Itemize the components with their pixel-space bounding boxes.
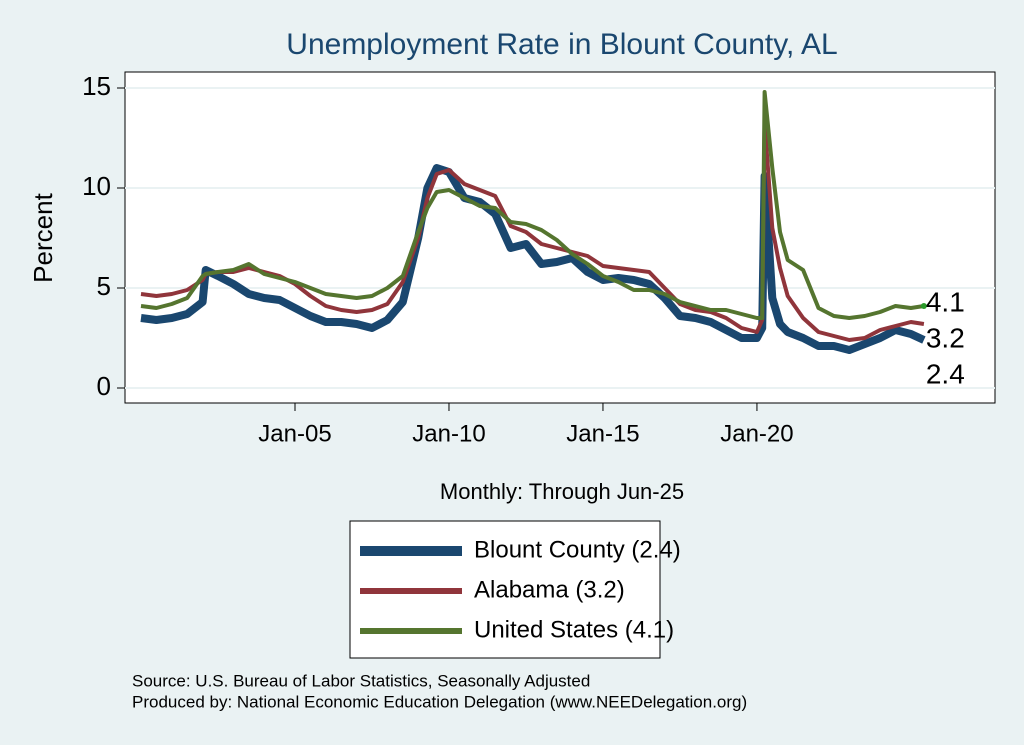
end-value-label: 2.4: [926, 358, 965, 389]
end-marker: [920, 303, 927, 309]
legend-label: United States (4.1): [474, 616, 674, 643]
x-tick-label: Jan-10: [412, 420, 485, 447]
y-axis-label: Percent: [28, 192, 58, 282]
legend-label: Alabama (3.2): [474, 576, 625, 603]
x-axis-label: Monthly: Through Jun-25: [440, 479, 684, 504]
series-line: [140, 90, 925, 320]
plot-area: [124, 71, 996, 404]
y-tick-label: 15: [82, 71, 111, 101]
source-note: Source: U.S. Bureau of Labor Statistics,…: [132, 671, 590, 690]
chart-title: Unemployment Rate in Blount County, AL: [286, 28, 837, 61]
producer-note: Produced by: National Economic Education…: [132, 692, 747, 711]
end-value-label: 4.1: [926, 286, 965, 317]
y-tick-label: 10: [82, 171, 111, 201]
y-tick-label: 5: [97, 271, 111, 301]
x-tick-label: Jan-15: [566, 420, 639, 447]
end-value-label: 3.2: [926, 322, 965, 353]
x-tick-label: Jan-05: [258, 420, 331, 447]
y-tick-label: 0: [97, 371, 111, 401]
x-tick-label: Jan-20: [720, 420, 793, 447]
series-line: [140, 164, 926, 354]
legend-label: Blount County (2.4): [474, 536, 681, 563]
